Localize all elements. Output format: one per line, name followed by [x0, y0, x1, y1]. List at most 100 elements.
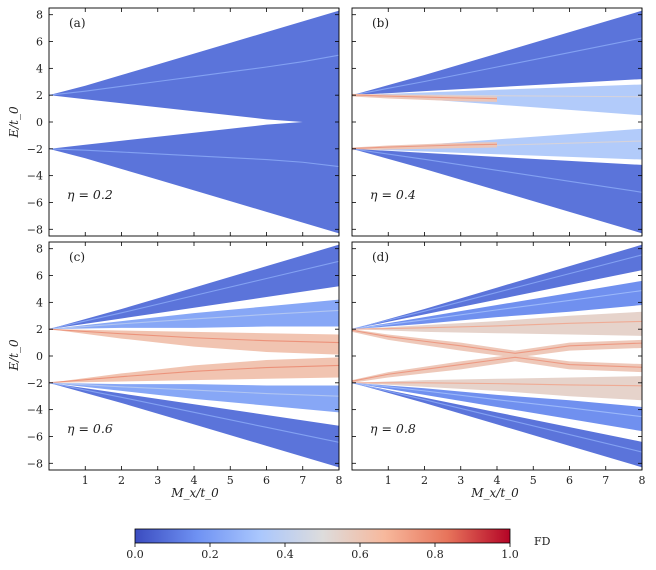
x-tick-label: 8	[336, 474, 343, 487]
band-streak	[49, 382, 339, 443]
band-streak	[352, 37, 642, 96]
y-tick-label: −6	[27, 196, 43, 209]
band-crossing-upper	[352, 329, 642, 358]
x-tick-label: 3	[154, 474, 161, 487]
colorbar-tick-label: 0.0	[126, 548, 144, 561]
band-streak	[49, 328, 339, 344]
y-tick-label: 2	[36, 323, 43, 336]
y-tick-label: 6	[36, 270, 43, 283]
colorbar-tick-label: 1.0	[501, 548, 519, 561]
y-tick-label: 6	[36, 36, 43, 49]
band-third-upper	[352, 311, 642, 336]
x-tick-label: 1	[385, 474, 392, 487]
y-tick-label: 4	[36, 296, 43, 309]
y-tick-label: −6	[27, 430, 43, 443]
panel-tag: (c)	[69, 250, 85, 264]
band-streak	[352, 320, 642, 330]
y-tick-label: 2	[36, 89, 43, 102]
colorbar-tick-label: 0.6	[351, 548, 369, 561]
x-tick-label: 2	[421, 474, 428, 487]
y-tick-label: −2	[27, 377, 43, 390]
band-second-upper	[352, 280, 642, 330]
x-axis-label-right: M_x/t_0	[470, 486, 519, 500]
band-streak	[352, 143, 498, 150]
eta-label: η = 0.8	[370, 421, 416, 436]
panel-a: −8 −6 −4 −2 0 2 4 6 8 (a) η = 0.2	[27, 7, 340, 237]
band-upper-band	[49, 10, 339, 123]
panel-tag: (a)	[69, 16, 86, 30]
x-tick-label: 6	[566, 474, 573, 487]
panels: −8 −6 −4 −2 0 2 4 6 8 (a) η = 0.2 (b) η = 0.4 1 2 3 4 5 6 7…	[27, 7, 646, 487]
band-outer-lower	[49, 382, 339, 468]
panel-tag: (d)	[372, 250, 389, 264]
band-streak	[49, 364, 339, 384]
y-tick-label: 8	[36, 9, 43, 22]
y-tick-label: 0	[36, 350, 43, 363]
x-tick-label: 4	[191, 474, 198, 487]
x-tick-label: 8	[639, 474, 646, 487]
y-tick-label: −8	[27, 457, 43, 470]
band-second-lower	[352, 382, 642, 432]
panel-tag: (b)	[372, 16, 389, 30]
plot-area	[352, 10, 642, 234]
band-streak	[352, 356, 642, 382]
band-streak	[352, 382, 642, 418]
x-tick-label: 4	[494, 474, 501, 487]
band-crossing-lower	[352, 354, 642, 383]
colorbar-tick-label: 0.4	[276, 548, 294, 561]
band-streak	[352, 329, 642, 354]
colorbar-tick-label: 0.2	[201, 548, 219, 561]
band-streak	[352, 382, 642, 387]
band-streak	[49, 260, 339, 330]
band-streak	[352, 290, 642, 330]
x-tick-label: 6	[263, 474, 270, 487]
colorbar: 0.0 0.2 0.4 0.6 0.8 1.0 FD	[126, 528, 551, 561]
x-tick-label: 7	[299, 474, 306, 487]
y-tick-label: 4	[36, 62, 43, 75]
band-streak	[49, 148, 339, 168]
plot-area	[49, 244, 339, 468]
band-outer-lower	[352, 148, 642, 234]
x-tick-label: 5	[530, 474, 537, 487]
colorbar-ticks: 0.0 0.2 0.4 0.6 0.8 1.0	[126, 543, 519, 561]
eta-label: η = 0.2	[67, 187, 113, 202]
eta-label: η = 0.6	[67, 421, 113, 436]
band-streak	[352, 382, 642, 453]
band-streak	[352, 254, 642, 330]
band-inner-upper	[49, 329, 339, 355]
band-mid-lower	[49, 382, 339, 413]
y-tick-label: −4	[27, 404, 43, 417]
x-tick-label: 1	[82, 474, 89, 487]
x-tick-label: 7	[602, 474, 609, 487]
colorbar-rect	[134, 528, 511, 544]
panel-c: 1 2 3 4 5 6 7 8 −8 −6 −4 −2 0 2 4 6 8 (c) η = 0.6	[27, 241, 343, 487]
band-streak	[49, 54, 339, 96]
band-outer-upper	[352, 10, 642, 96]
band-outer-upper	[49, 244, 339, 330]
colorbar-label: FD	[534, 535, 551, 548]
band-streak	[49, 309, 339, 330]
band-mid-upper	[49, 299, 339, 330]
y-tick-label: −8	[27, 223, 43, 236]
band-streak	[352, 148, 642, 193]
plot-area	[49, 10, 339, 234]
y-tick-label: −2	[27, 143, 43, 156]
panel-d: 1 2 3 4 5 6 7 8 (d) η = 0.8	[351, 241, 646, 487]
y-tick-label: 8	[36, 243, 43, 256]
y-tick-label: 0	[36, 116, 43, 129]
panel-b: (b) η = 0.4	[351, 7, 643, 237]
y-axis-label-top: E/t_0	[7, 106, 21, 139]
y-axis-label-bottom: E/t_0	[7, 339, 21, 372]
plot-area	[352, 244, 642, 468]
band-lower-band	[49, 122, 339, 234]
x-tick-label: 2	[118, 474, 125, 487]
band-streak	[352, 94, 498, 100]
y-tick-label: −4	[27, 170, 43, 183]
x-tick-label: 5	[227, 474, 234, 487]
band-third-lower	[352, 376, 642, 401]
band-streak	[49, 382, 339, 397]
x-tick-label: 3	[457, 474, 464, 487]
x-axis-label-left: M_x/t_0	[170, 486, 219, 500]
colorbar-tick-label: 0.8	[426, 548, 444, 561]
